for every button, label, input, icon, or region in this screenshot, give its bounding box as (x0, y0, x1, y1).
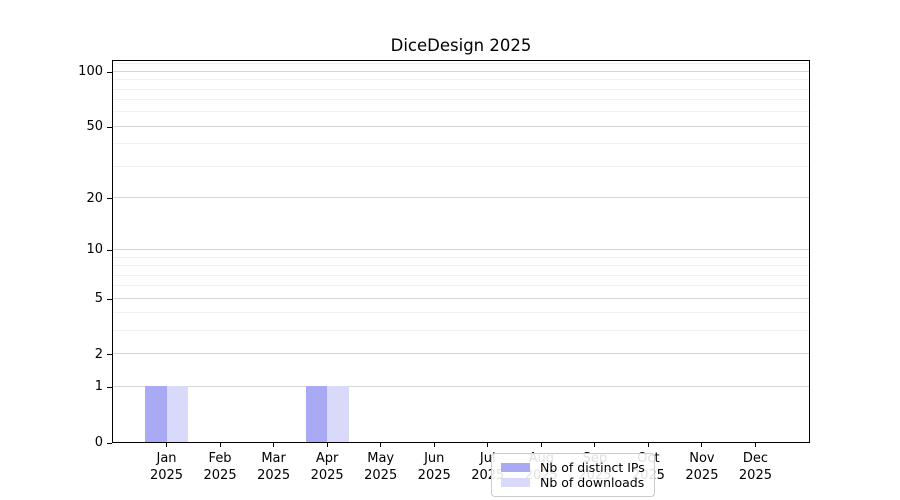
y-tick-label-50: 50 (86, 119, 103, 135)
x-tick-mark-dec (754, 443, 756, 447)
x-tick-label-jun: Jun 2025 (402, 451, 466, 484)
major-gridline-50 (113, 125, 809, 127)
x-tick-month: Nov (689, 451, 715, 466)
x-tick-year: 2025 (257, 467, 291, 483)
x-tick-label-apr: Apr 2025 (295, 451, 359, 484)
y-tick-label-20: 20 (86, 190, 103, 206)
y-tick-mark-50 (107, 126, 112, 128)
x-tick-mark-feb (219, 443, 221, 447)
x-tick-label-feb: Feb 2025 (188, 451, 252, 484)
x-tick-year: 2025 (203, 467, 237, 483)
minor-gridline-6 (113, 285, 809, 287)
x-tick-month: Apr (315, 451, 339, 466)
y-tick-label-1: 1 (94, 379, 103, 395)
legend: Nb of distinct IPs Nb of downloads (491, 453, 655, 497)
legend-label-distinct-ips: Nb of distinct IPs (540, 460, 645, 475)
x-tick-year: 2025 (417, 467, 451, 483)
minor-gridline-90 (113, 79, 809, 81)
x-tick-month: Mar (261, 451, 286, 466)
x-tick-mark-oct (647, 443, 649, 447)
y-tick-label-10: 10 (86, 242, 103, 258)
major-gridline-20 (113, 197, 809, 199)
minor-gridline-80 (113, 88, 809, 90)
minor-gridline-7 (113, 274, 809, 276)
major-gridline-5 (113, 297, 809, 299)
x-tick-label-may: May 2025 (349, 451, 413, 484)
y-tick-mark-2 (107, 354, 112, 356)
x-tick-mark-sep (594, 443, 596, 447)
chart-title: DiceDesign 2025 (390, 36, 532, 55)
y-tick-mark-20 (107, 198, 112, 200)
legend-entry-distinct-ips: Nb of distinct IPs (501, 460, 645, 475)
bar-downloads-jan (166, 386, 188, 442)
x-tick-month: Dec (742, 451, 769, 466)
major-gridline-2 (113, 353, 809, 355)
x-tick-year: 2025 (738, 467, 772, 483)
legend-entry-downloads: Nb of downloads (501, 475, 645, 490)
y-tick-mark-10 (107, 249, 112, 251)
y-tick-mark-1 (107, 386, 112, 388)
bar-distinct-ips-apr (305, 386, 328, 442)
bar-downloads-apr (327, 386, 349, 442)
x-tick-mark-mar (273, 443, 275, 447)
x-tick-mark-aug (540, 443, 542, 447)
y-tick-mark-100 (107, 71, 112, 73)
minor-gridline-4 (113, 312, 809, 314)
legend-swatch-distinct-ips (501, 463, 530, 472)
x-tick-month: May (367, 451, 395, 466)
x-tick-year: 2025 (364, 467, 398, 483)
x-tick-month: Feb (208, 451, 232, 466)
bar-distinct-ips-jan (145, 386, 167, 442)
x-tick-month: Jan (156, 451, 177, 466)
x-tick-label-dec: Dec 2025 (723, 451, 787, 484)
y-tick-label-0: 0 (94, 435, 103, 450)
y-tick-mark-0 (107, 442, 112, 444)
x-tick-label-mar: Mar 2025 (242, 451, 306, 484)
x-tick-year: 2025 (310, 467, 344, 483)
x-tick-mark-nov (701, 443, 703, 447)
major-gridline-100 (113, 70, 809, 72)
minor-gridline-70 (113, 99, 809, 101)
x-tick-label-jan: Jan 2025 (135, 451, 199, 484)
minor-gridline-30 (113, 165, 809, 167)
minor-gridline-60 (113, 111, 809, 113)
x-tick-mark-jan (166, 443, 168, 447)
minor-gridline-8 (113, 265, 809, 267)
x-tick-mark-jul (487, 443, 489, 447)
y-tick-label-100: 100 (78, 64, 103, 80)
x-tick-label-nov: Nov 2025 (670, 451, 734, 484)
legend-label-downloads: Nb of downloads (540, 475, 645, 490)
minor-gridline-3 (113, 330, 809, 332)
minor-gridline-9 (113, 256, 809, 258)
major-gridline-1 (113, 385, 809, 387)
y-tick-label-2: 2 (94, 346, 103, 362)
minor-gridline-110 (113, 63, 809, 65)
minor-gridline-40 (113, 143, 809, 145)
x-tick-mark-jun (433, 443, 435, 447)
major-gridline-10 (113, 248, 809, 250)
y-tick-label-5: 5 (94, 291, 103, 307)
x-tick-mark-apr (326, 443, 328, 447)
x-tick-year: 2025 (149, 467, 184, 483)
x-tick-year: 2025 (685, 467, 719, 483)
plot-area: Nb of distinct IPs Nb of downloads (112, 60, 810, 497)
y-tick-mark-5 (107, 298, 112, 300)
legend-swatch-downloads (501, 478, 530, 487)
x-tick-month: Jun (424, 451, 445, 466)
plot-canvas (113, 61, 809, 442)
x-tick-mark-may (380, 443, 382, 447)
